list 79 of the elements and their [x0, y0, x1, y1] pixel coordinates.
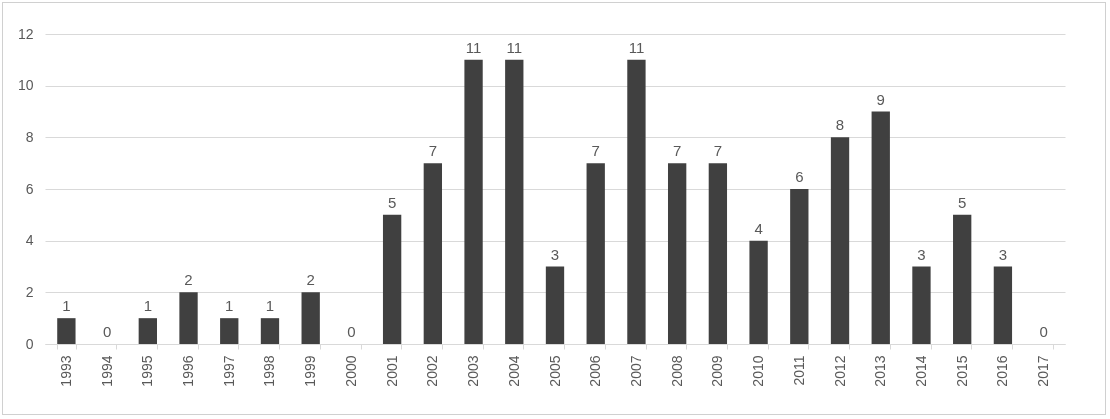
data-label: 4	[754, 219, 763, 237]
x-tick-label: 1995	[139, 355, 156, 387]
bar	[179, 292, 198, 344]
data-label: 1	[225, 297, 234, 315]
x-tick-label: 2004	[505, 355, 522, 387]
data-label: 6	[795, 168, 804, 185]
bar	[627, 59, 646, 344]
bar	[220, 318, 239, 344]
data-label: 2	[184, 271, 193, 289]
data-label: 7	[428, 142, 438, 160]
x-tick-label: 2008	[668, 355, 685, 387]
data-label: 5	[958, 193, 967, 211]
data-label: 11	[628, 38, 645, 56]
data-label: 7	[672, 142, 682, 160]
x-tick-label: 2011	[790, 355, 807, 386]
x-tick-label: 1996	[180, 355, 197, 387]
x-tick-label: 1994	[98, 355, 115, 387]
y-tick-label: 4	[25, 232, 34, 249]
y-tick-label: 2	[25, 283, 34, 300]
data-label: 9	[876, 90, 885, 108]
y-tick-label: 6	[25, 180, 34, 197]
x-tick-label: 2006	[587, 355, 604, 387]
x-tick-label: 2012	[831, 355, 848, 387]
bar	[260, 318, 280, 344]
x-tick-label: 2015	[953, 355, 970, 387]
x-tick-label: 2013	[872, 355, 889, 387]
bar	[871, 111, 890, 344]
bar	[464, 59, 483, 344]
x-tick-label: 2014	[912, 355, 929, 387]
x-tick-label: 2009	[709, 355, 726, 387]
data-label: 2	[306, 271, 315, 289]
data-label: 1	[265, 297, 275, 315]
data-label: 11	[506, 38, 523, 56]
bar	[953, 214, 972, 344]
x-tick-label: 2001	[383, 355, 400, 387]
x-tick-label: 2003	[465, 355, 482, 387]
data-label: 7	[713, 142, 723, 160]
bar	[423, 163, 443, 344]
x-tick-label: 1999	[302, 355, 319, 387]
x-tick-label: 1997	[220, 355, 237, 387]
bar	[912, 266, 931, 344]
x-tick-label: 1993	[57, 355, 74, 387]
bar	[138, 318, 157, 344]
x-tick-label: 2000	[342, 355, 359, 387]
data-label: 8	[835, 116, 845, 134]
bar	[749, 240, 768, 344]
data-label: 3	[998, 245, 1008, 263]
x-tick-label: 2005	[546, 355, 563, 387]
x-tick-label: 2002	[424, 355, 441, 387]
bar	[586, 163, 605, 344]
data-label: 7	[591, 142, 600, 160]
data-label: 0	[1039, 323, 1048, 340]
data-label: 0	[347, 323, 356, 340]
data-label: 11	[465, 38, 482, 56]
data-label: 0	[102, 323, 112, 340]
y-tick-label: 8	[25, 128, 34, 145]
x-tick-label: 2010	[750, 355, 767, 387]
data-label: 3	[917, 245, 926, 263]
x-tick-label: 2007	[627, 355, 644, 387]
y-tick-label: 12	[17, 25, 34, 42]
data-label: 3	[550, 245, 560, 263]
x-tick-label: 2017	[1035, 355, 1052, 387]
bar	[57, 318, 76, 344]
bar	[545, 266, 565, 344]
bar	[505, 59, 524, 344]
x-tick-label: 2016	[994, 355, 1011, 387]
data-label: 1	[143, 297, 152, 315]
y-tick-label: 0	[25, 335, 34, 352]
bar	[382, 214, 402, 344]
bar	[667, 163, 687, 344]
data-label: 5	[387, 193, 397, 211]
bar	[790, 189, 809, 344]
data-label: 1	[62, 297, 71, 315]
bar	[993, 266, 1013, 344]
bar	[830, 137, 850, 344]
bar	[301, 292, 320, 344]
y-tick-label: 10	[17, 77, 34, 94]
x-tick-label: 1998	[261, 355, 278, 387]
bar	[708, 163, 728, 344]
